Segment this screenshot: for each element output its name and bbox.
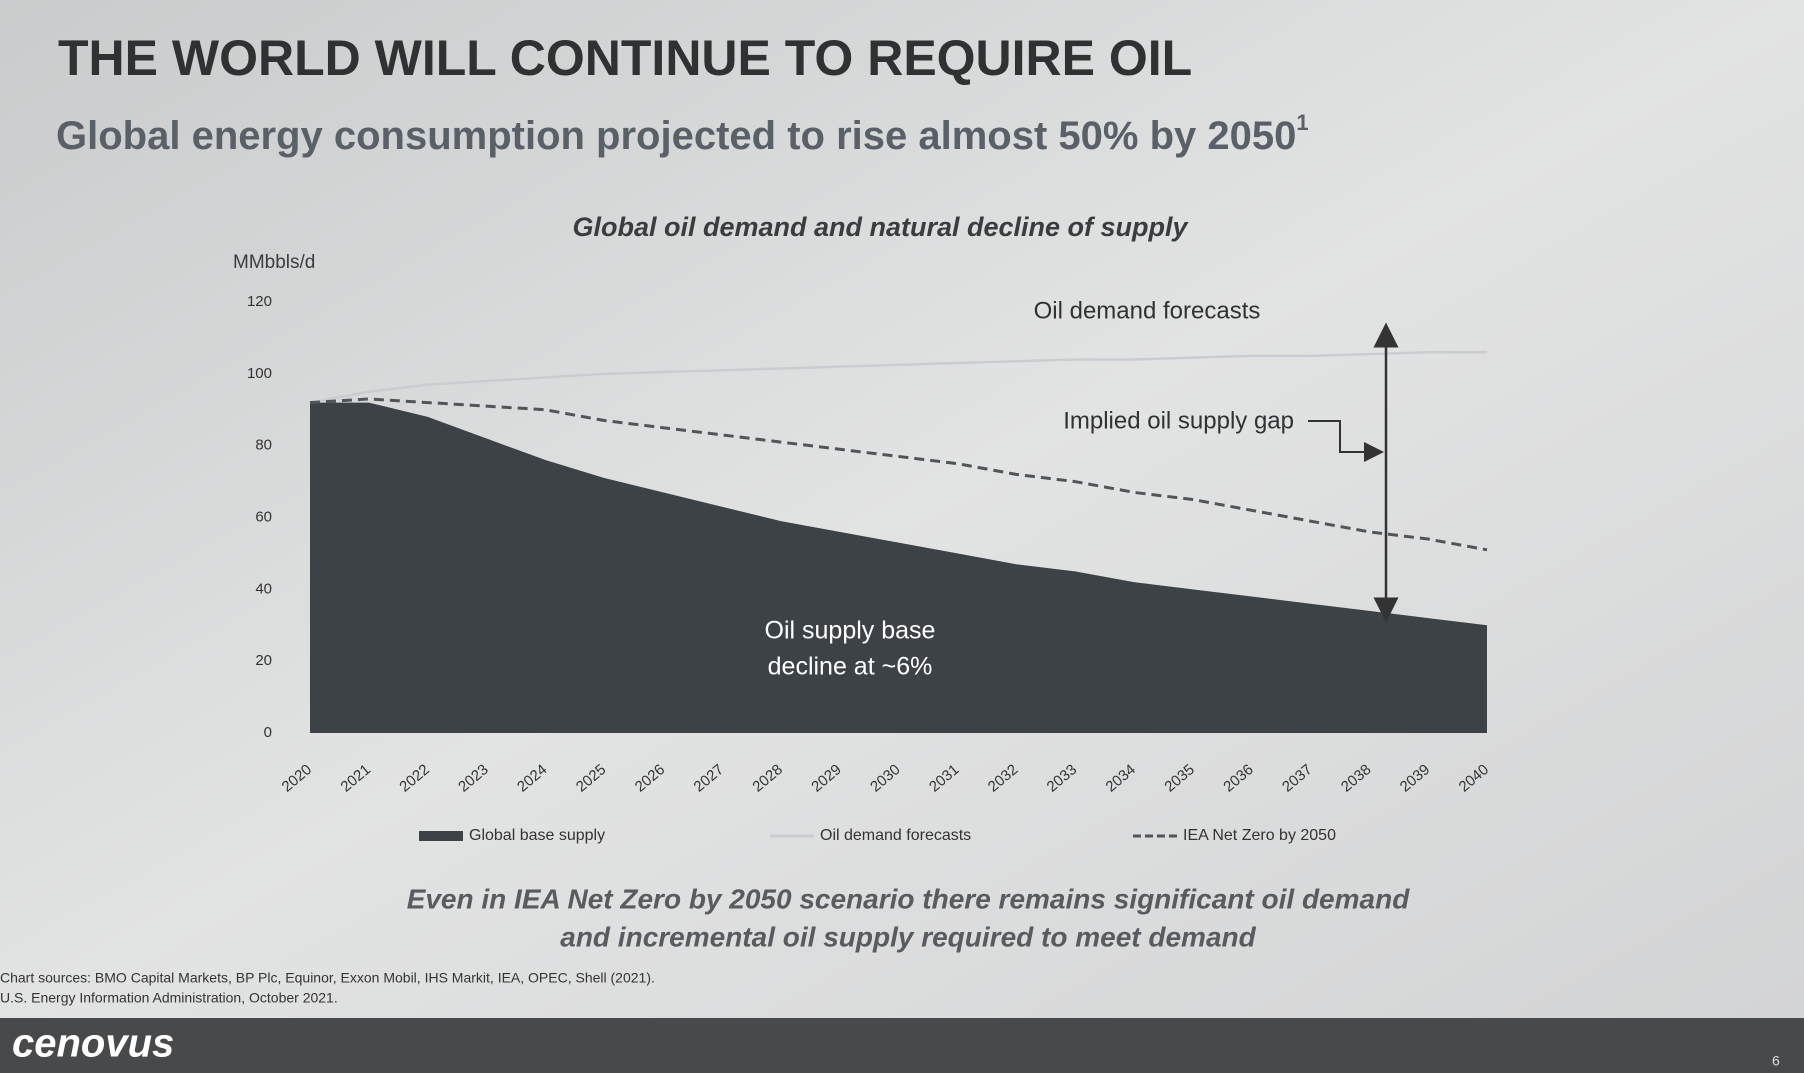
legend-label: IEA Net Zero by 2050 [1183, 827, 1336, 844]
subtitle-note: 1 [1296, 110, 1308, 135]
subtitle-text: Global energy consumption projected to r… [56, 114, 1296, 158]
y-tick-label: 80 [255, 437, 272, 454]
caption: and incremental oil supply required to m… [560, 921, 1256, 952]
caption: Even in IEA Net Zero by 2050 scenario th… [407, 883, 1411, 914]
gap-pointer [1308, 420, 1384, 462]
legend-swatch [419, 831, 463, 841]
line [309, 397, 1488, 552]
footer-bar [0, 1018, 1804, 1073]
y-axis-label: MMbbls/d [233, 252, 315, 273]
annotation: Oil demand forecasts [1034, 297, 1261, 324]
footnote: Chart sources: BMO Capital Markets, BP P… [0, 970, 655, 986]
legend-label: Oil demand forecasts [820, 827, 971, 844]
annotation: Implied oil supply gap [1063, 407, 1294, 434]
slide-title: THE WORLD WILL CONTINUE TO REQUIRE OIL [58, 30, 1192, 86]
page-number: 6 [1772, 1053, 1780, 1069]
annotation: Oil supply base [765, 617, 936, 645]
logo: cenovus [12, 1022, 174, 1066]
line [309, 351, 1487, 404]
y-tick-label: 120 [247, 293, 272, 310]
chart-title: Global oil demand and natural decline of… [572, 212, 1189, 242]
y-tick-label: 60 [255, 508, 272, 525]
area [310, 402, 1487, 733]
y-tick-label: 100 [247, 365, 272, 382]
legend-label: Global base supply [469, 827, 605, 844]
y-tick-label: 40 [255, 580, 272, 597]
footnote: U.S. Energy Information Administration, … [0, 990, 338, 1006]
annotation: decline at ~6% [768, 653, 933, 681]
y-tick-label: 0 [264, 724, 272, 741]
slide-subtitle: Global energy consumption projected to r… [56, 110, 1309, 158]
background [0, 0, 1804, 1018]
y-tick-label: 20 [255, 652, 272, 669]
